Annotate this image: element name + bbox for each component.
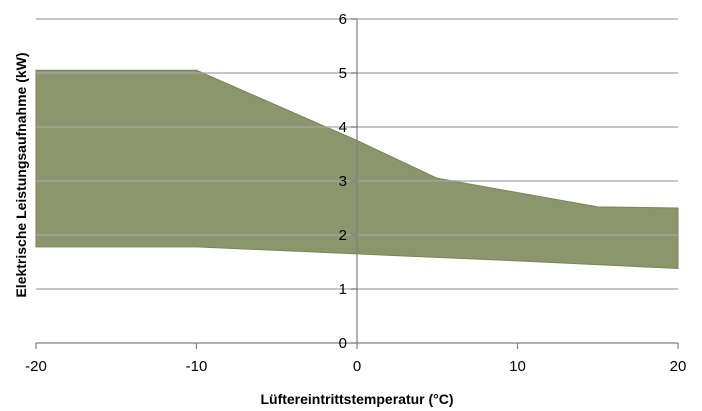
y-axis-title: Elektrische Leistungsaufnahme (kW) bbox=[13, 52, 29, 297]
x-axis-title: Lüftereintrittstemperatur (°C) bbox=[260, 391, 453, 407]
y-tick-label-4: 4 bbox=[339, 119, 347, 136]
y-tick-label-6: 6 bbox=[339, 11, 347, 28]
x-tick-label-2: 0 bbox=[353, 358, 361, 375]
y-tick-label-0: 0 bbox=[339, 335, 347, 352]
x-tick-label-3: 10 bbox=[509, 358, 526, 375]
y-tick-label-5: 5 bbox=[339, 65, 347, 82]
tick-labels: -20 -10 0 10 20 0 1 2 3 4 5 6 bbox=[25, 11, 686, 375]
y-tick-label-1: 1 bbox=[339, 281, 347, 298]
y-tick-label-2: 2 bbox=[339, 227, 347, 244]
y-tick-label-3: 3 bbox=[339, 173, 347, 190]
x-tick-label-1: -10 bbox=[186, 358, 208, 375]
axes bbox=[35, 18, 679, 349]
x-tick-label-0: -20 bbox=[25, 358, 47, 375]
x-tick-label-4: 20 bbox=[670, 358, 687, 375]
